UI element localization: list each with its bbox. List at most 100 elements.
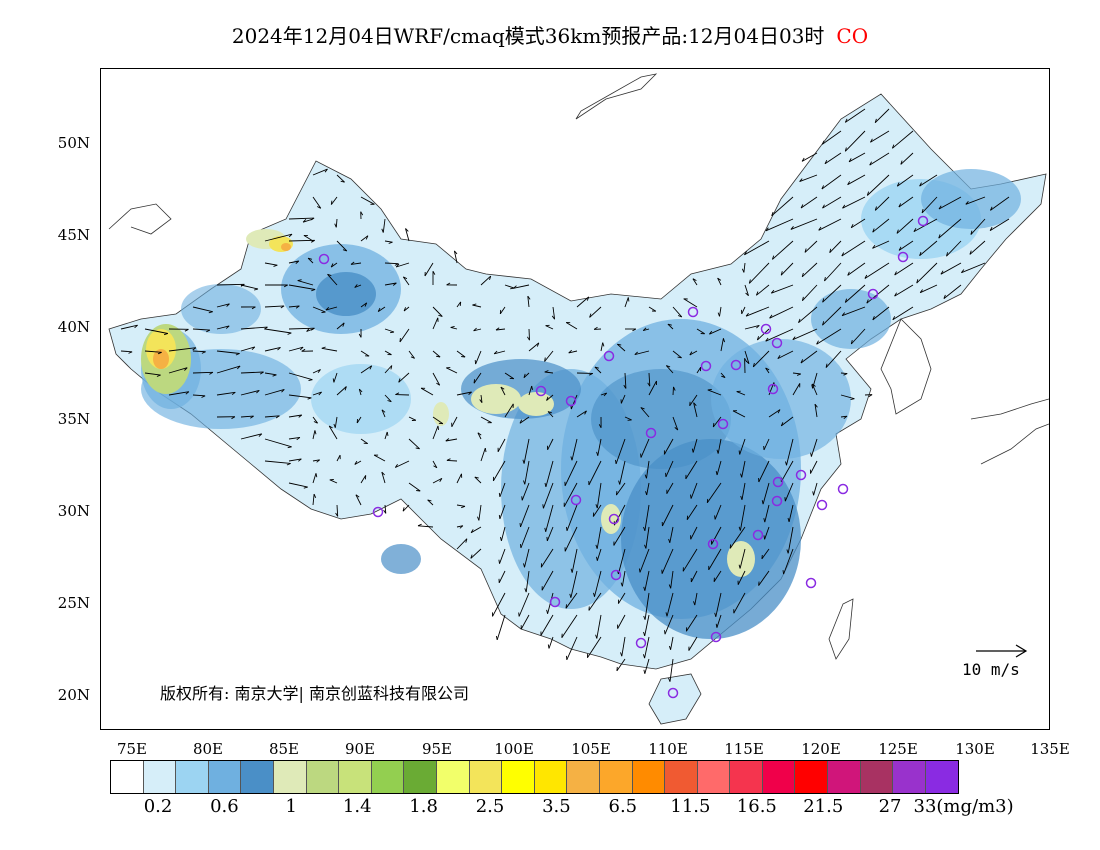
- wind-arrow: [504, 403, 514, 418]
- station-marker[interactable]: [700, 360, 712, 372]
- station-marker[interactable]: [752, 529, 764, 541]
- wind-arrow: [644, 658, 650, 674]
- station-marker[interactable]: [667, 687, 679, 699]
- station-marker[interactable]: [772, 476, 784, 488]
- station-marker[interactable]: [760, 323, 772, 335]
- wind-arrow: [312, 306, 326, 313]
- station-marker[interactable]: [565, 395, 577, 407]
- wind-arrow: [307, 257, 314, 264]
- wind-arrow: [432, 416, 444, 425]
- wind-arrow: [864, 262, 890, 279]
- wind-arrow: [661, 504, 674, 527]
- wind-arrow-head: [869, 161, 872, 166]
- station-marker[interactable]: [771, 337, 783, 349]
- wind-arrow-head: [693, 601, 696, 606]
- wind-arrow: [596, 482, 602, 509]
- station-marker[interactable]: [372, 506, 384, 518]
- legend-label: 11.5: [670, 796, 711, 817]
- wind-arrow-head: [493, 350, 498, 355]
- wind-arrow: [432, 425, 439, 440]
- wind-arrow: [384, 431, 388, 440]
- station-marker[interactable]: [608, 513, 620, 525]
- wind-arrow: [360, 302, 367, 308]
- wind-arrow-head: [712, 422, 715, 428]
- wind-arrow: [818, 218, 842, 231]
- wind-arrow-head: [327, 273, 332, 277]
- wind-arrow: [672, 416, 679, 431]
- station-marker[interactable]: [570, 494, 582, 506]
- wind-arrow: [639, 548, 650, 573]
- station-marker[interactable]: [897, 251, 909, 263]
- wind-arrow: [384, 350, 392, 356]
- wind-arrow: [800, 196, 818, 209]
- wind-arrow: [398, 372, 410, 383]
- wind-arrow: [336, 322, 345, 330]
- station-marker[interactable]: [687, 306, 699, 318]
- station-marker[interactable]: [710, 631, 722, 643]
- legend-label: 0.2: [143, 796, 173, 817]
- wind-arrow-head: [596, 556, 598, 561]
- station-marker[interactable]: [795, 469, 807, 481]
- station-marker[interactable]: [767, 383, 779, 395]
- wind-arrow: [520, 526, 530, 549]
- station-marker[interactable]: [816, 499, 828, 511]
- wind-arrow-head: [386, 431, 389, 436]
- station-marker[interactable]: [535, 385, 547, 397]
- wind-arrow: [822, 306, 842, 326]
- station-marker[interactable]: [917, 215, 929, 227]
- wind-arrow: [545, 460, 554, 488]
- wind-arrow-head: [381, 409, 386, 413]
- wind-arrow-head: [919, 182, 922, 187]
- wind-arrow-head: [640, 407, 645, 410]
- wind-arrow: [719, 306, 722, 317]
- wind-arrow: [588, 592, 602, 611]
- wind-arrow-head: [295, 305, 300, 309]
- wind-arrow: [661, 548, 674, 574]
- wind-arrow-head: [277, 347, 281, 351]
- station-marker[interactable]: [610, 569, 622, 581]
- legend-swatch: [143, 761, 177, 793]
- station-marker[interactable]: [771, 495, 783, 507]
- wind-arrow: [644, 614, 650, 636]
- wind-arrow: [544, 350, 554, 362]
- wind-arrow: [336, 240, 348, 252]
- station-marker[interactable]: [603, 350, 615, 362]
- map-frame[interactable]: [100, 68, 1050, 730]
- legend-label: 2.5: [475, 796, 505, 817]
- station-marker[interactable]: [318, 253, 330, 265]
- station-marker[interactable]: [645, 427, 657, 439]
- station-marker[interactable]: [867, 288, 879, 300]
- wind-arrow-head: [498, 492, 501, 497]
- wind-arrow-head: [741, 268, 745, 273]
- wind-arrow-head: [286, 462, 291, 466]
- wind-arrow: [707, 389, 722, 396]
- wind-arrow: [288, 394, 312, 399]
- station-marker[interactable]: [717, 418, 729, 430]
- wind-arrow-head: [594, 366, 599, 369]
- station-marker[interactable]: [837, 483, 849, 495]
- wind-arrow: [528, 328, 530, 341]
- station-marker[interactable]: [707, 538, 719, 550]
- wind-arrow-head: [824, 276, 826, 282]
- wind-arrow-head: [943, 294, 946, 299]
- wind-arrow: [640, 407, 650, 418]
- wind-arrow-head: [302, 218, 307, 223]
- wind-arrow-head: [439, 478, 443, 482]
- wind-arrow-head: [446, 282, 451, 286]
- wind-arrow-head: [301, 348, 306, 352]
- wind-arrow-head: [812, 383, 816, 387]
- station-marker[interactable]: [730, 359, 742, 371]
- station-marker[interactable]: [805, 577, 817, 589]
- wind-arrow: [768, 409, 781, 418]
- wind-arrow-head: [258, 433, 263, 437]
- wind-arrow: [683, 298, 698, 308]
- wind-arrow: [384, 328, 395, 333]
- wind-arrow-head: [184, 367, 188, 371]
- wind-arrow-head: [315, 473, 318, 478]
- station-marker[interactable]: [549, 596, 561, 608]
- wind-arrow-head: [251, 346, 256, 351]
- wind-arrow: [240, 371, 264, 374]
- wind-arrow-head: [801, 296, 804, 301]
- wind-arrow-head: [938, 234, 941, 239]
- station-marker[interactable]: [635, 637, 647, 649]
